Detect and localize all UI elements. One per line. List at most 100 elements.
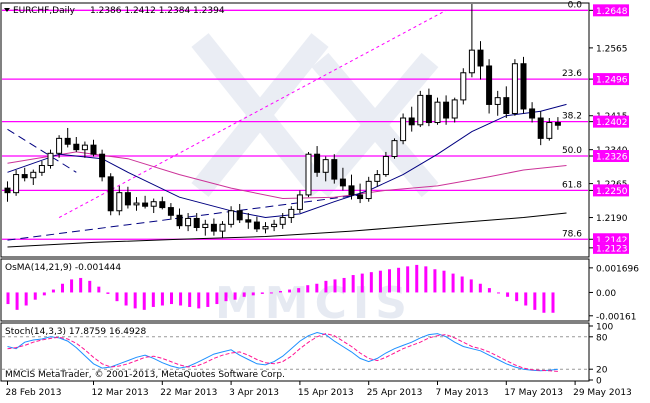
stoch-tick-label: 20	[596, 366, 608, 376]
osma-bar	[451, 273, 455, 293]
time-tick-label: 25 Apr 2013	[367, 388, 423, 398]
candlesticks	[4, 4, 561, 238]
osma-bar	[179, 292, 183, 306]
ma-fast-line	[7, 103, 567, 219]
fib-level-label: 61.8	[562, 180, 582, 190]
candle-bear	[339, 178, 346, 187]
candle-bear	[314, 153, 321, 173]
candle-bull	[47, 152, 54, 167]
watermark-stroke	[311, 52, 439, 198]
osma-bar	[33, 292, 37, 300]
ohlc-values: 1.2386 1.2412 1.2384 1.2394	[90, 6, 225, 16]
candle-bear	[537, 117, 544, 139]
osma-bar	[424, 266, 428, 293]
osma-bar	[524, 292, 528, 306]
osma-bar	[160, 292, 164, 306]
stoch-main-line	[7, 331, 558, 372]
candle-bull	[288, 208, 295, 219]
watermark-stroke	[191, 33, 329, 197]
candle-bear	[357, 194, 364, 200]
time-tick-label: 29 May 2013	[573, 388, 632, 398]
symbol-label: EURCHF,Daily	[13, 6, 76, 16]
trendline	[7, 194, 361, 241]
watermark-stroke	[311, 52, 439, 198]
fib-level-label: 38.2	[562, 112, 582, 122]
osma-bar	[506, 292, 510, 297]
candle-bull	[185, 217, 192, 227]
fib-level-label: 78.6	[562, 229, 582, 239]
osma-tick-label: 0.001696	[596, 264, 639, 274]
osma-bar	[406, 266, 410, 293]
candle-bear	[99, 153, 106, 178]
trendline	[7, 128, 77, 173]
candle-bear	[425, 94, 432, 124]
candle-bull	[271, 223, 278, 228]
price-tick-label: 1.2648	[596, 7, 628, 17]
osma-bar	[369, 272, 373, 293]
price-tick-label: 1.2326	[596, 153, 628, 163]
osma-histogram	[6, 264, 555, 313]
candle-bear	[348, 185, 355, 196]
candle-bear	[210, 223, 217, 232]
osma-bar	[224, 292, 228, 302]
osma-bar	[206, 292, 210, 307]
candle-bear	[529, 108, 536, 119]
osma-bar	[288, 289, 292, 293]
candle-bear	[554, 122, 561, 126]
candle-bear	[245, 219, 252, 223]
osma-bar	[478, 283, 482, 293]
price-label-box	[593, 73, 629, 86]
candle-bull	[365, 180, 372, 200]
collapse-triangle-icon[interactable]	[4, 8, 10, 12]
osma-bar	[215, 292, 219, 305]
osma-bar	[188, 292, 192, 307]
candle-bear	[21, 174, 28, 179]
stoch-pane-frame	[0, 322, 590, 382]
candle-bull	[460, 72, 467, 101]
candle-bull	[451, 99, 458, 119]
time-tick-label: 28 Feb 2013	[6, 388, 62, 398]
candle-bull	[150, 201, 157, 207]
candle-bear	[142, 202, 149, 207]
osma-bar	[197, 292, 201, 309]
osma-bar	[97, 286, 101, 293]
osma-bar	[51, 289, 55, 293]
osma-bar	[433, 269, 437, 293]
osma-bar	[24, 292, 28, 306]
stoch-tick-label: 80	[596, 333, 608, 343]
candle-bull	[417, 94, 424, 126]
time-axis: 28 Feb 2013 12 Mar 2013 22 Mar 2013 3 Apr 2…	[6, 381, 632, 398]
osma-bar	[397, 267, 401, 293]
ma-slow-line	[7, 212, 567, 248]
candle-bull	[382, 155, 389, 176]
candle-bull	[391, 140, 398, 157]
candle-bull	[228, 210, 235, 225]
time-tick-label: 12 Mar 2013	[92, 388, 149, 398]
osma-bar	[533, 292, 537, 310]
candle-bear	[124, 192, 131, 206]
osma-bar	[6, 292, 10, 305]
candle-bear	[477, 49, 484, 67]
osma-bar	[115, 292, 119, 302]
osma-bar	[469, 279, 473, 293]
osma-bar	[460, 276, 464, 293]
osma-bar	[15, 292, 19, 310]
candle-bear	[443, 101, 450, 119]
osma-bar	[42, 292, 46, 296]
candle-bear	[253, 221, 260, 230]
osma-bar	[251, 292, 255, 296]
price-tick-label: 1.2496	[596, 76, 628, 86]
osma-bar	[497, 292, 500, 294]
candle-bull	[468, 49, 475, 74]
osma-header: OsMA(14,21,9) -0.001444	[5, 263, 121, 273]
candle-bull	[38, 165, 45, 173]
price-label-box	[593, 4, 629, 17]
candle-bear	[236, 210, 243, 221]
price-tick-label: 1.2565	[596, 44, 628, 54]
fib-level-label: 23.6	[562, 69, 582, 79]
osma-tick-label: 0.00	[596, 289, 616, 299]
candle-bull	[30, 171, 37, 179]
osma-bar	[260, 292, 264, 294]
